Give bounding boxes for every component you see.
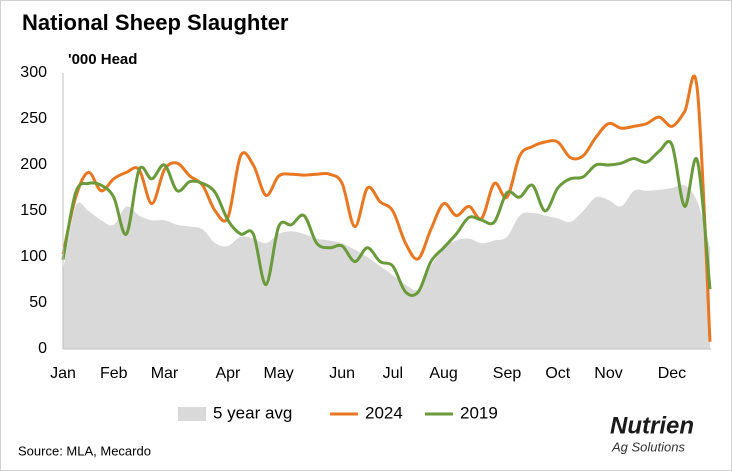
source: Source: MLA, Mecardo	[18, 443, 151, 458]
x-tick-label: Jul	[383, 365, 403, 382]
y-tick-label: 100	[20, 248, 47, 265]
line	[61, 139, 712, 297]
x-tick-label: Feb	[100, 365, 128, 382]
x-tick-label: Oct	[545, 365, 570, 382]
logo-tagline: Ag Solutions	[611, 439, 685, 454]
x-tick-label: Dec	[658, 365, 686, 382]
x-tick-label: Aug	[429, 365, 457, 382]
x-tick-label: Sep	[493, 365, 522, 382]
x-tick-label: Nov	[594, 365, 622, 382]
x-tick-label: Jan	[50, 365, 76, 382]
x-tick-label: May	[264, 365, 294, 382]
legend-label: 2019	[460, 403, 498, 422]
y-tick-label: 300	[20, 64, 47, 81]
y-tick-label: 50	[29, 294, 47, 311]
x-tick-label: Apr	[215, 365, 241, 382]
y-tick-label: 250	[20, 110, 47, 127]
x-tick-label: Jun	[329, 365, 355, 382]
x-tick-label: Mar	[151, 365, 179, 382]
logo-name: Nutrien	[610, 412, 694, 439]
plot-area	[61, 74, 712, 349]
y-tick-label: 150	[20, 202, 47, 219]
y-tick-label: 0	[38, 340, 47, 357]
area	[63, 184, 710, 349]
legend-swatch	[178, 407, 206, 421]
legend-label: 5 year avg	[213, 403, 292, 422]
y-tick-label: 200	[20, 156, 47, 173]
chart-title: National Sheep Slaughter	[22, 10, 289, 35]
y-axis-label: '000 Head	[68, 51, 137, 68]
legend-label: 2024	[365, 403, 403, 422]
line	[61, 74, 712, 342]
